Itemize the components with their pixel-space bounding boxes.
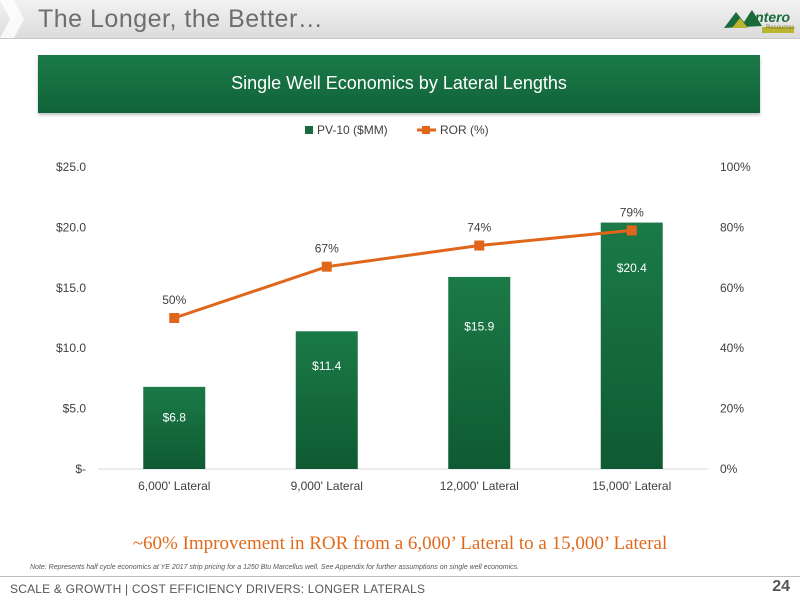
logo-subtext: Resources xyxy=(766,25,795,31)
category-label: 6,000' Lateral xyxy=(138,479,210,493)
ror-data-label: 74% xyxy=(467,221,491,235)
ror-marker xyxy=(321,261,332,272)
right-axis-tick-label: 60% xyxy=(720,281,744,295)
legend-label-ror: ROR (%) xyxy=(440,123,489,137)
right-axis-tick-label: 100% xyxy=(720,160,751,174)
bar-data-label: $11.4 xyxy=(312,359,341,373)
page-number: 24 xyxy=(772,578,790,595)
slide-header: The Longer, the Better… Antero Resources xyxy=(0,0,800,39)
bar-data-label: $20.4 xyxy=(617,261,647,275)
chart-legend: PV-10 ($MM) ROR (%) xyxy=(305,123,489,137)
bar-series xyxy=(143,222,663,469)
slide-title: The Longer, the Better… xyxy=(38,5,324,33)
right-axis-tick-label: 20% xyxy=(720,402,744,416)
bar xyxy=(143,386,206,469)
line-data-labels: 50% 67% 74% 79% xyxy=(162,205,644,307)
left-axis-tick-label: $20.0 xyxy=(56,220,86,234)
ror-marker xyxy=(626,225,637,236)
left-axis-ticks: $- $5.0 $10.0 $15.0 $20.0 $25.0 xyxy=(56,160,86,476)
category-label: 9,000' Lateral xyxy=(291,479,363,493)
ror-marker xyxy=(169,313,180,323)
logo-mountain-icon xyxy=(724,10,794,33)
right-axis-tick-label: 0% xyxy=(720,462,738,476)
left-axis-tick-label: $25.0 xyxy=(56,160,86,174)
ror-marker xyxy=(474,240,485,251)
bar-data-labels: $6.8 $11.4 $15.9 $20.4 xyxy=(163,261,648,425)
ror-data-label: 50% xyxy=(162,293,186,307)
footer-text: SCALE & GROWTH | COST EFFICIENCY DRIVERS… xyxy=(10,582,426,596)
category-label: 12,000' Lateral xyxy=(440,479,519,493)
bar xyxy=(448,276,511,469)
callout-text: ~60% Improvement in ROR from a 6,000’ La… xyxy=(132,533,668,554)
category-labels: 6,000' Lateral 9,000' Lateral 12,000' Late… xyxy=(138,479,671,493)
footnote: Note: Represents half cycle economics at… xyxy=(30,564,520,571)
chevron-icon xyxy=(0,0,24,38)
left-axis-tick-label: $15.0 xyxy=(56,281,86,295)
ror-line xyxy=(173,228,632,320)
footer-divider xyxy=(0,576,800,577)
bar-data-label: $15.9 xyxy=(464,320,494,334)
right-axis-tick-label: 80% xyxy=(720,220,744,234)
left-axis-tick-label: $- xyxy=(75,462,86,476)
logo-text: Antero xyxy=(745,9,791,25)
left-axis-tick-label: $5.0 xyxy=(63,402,87,416)
combo-chart: PV-10 ($MM) ROR (%) $- $5.0 $10.0 $15.0 $20.… xyxy=(56,123,751,493)
legend-label-pv10: PV-10 ($MM) xyxy=(317,123,388,137)
bar xyxy=(600,222,663,469)
chart-title-banner: Single Well Economics by Lateral Lengths xyxy=(38,55,760,113)
ror-data-label: 67% xyxy=(315,242,339,256)
line-series xyxy=(169,225,637,323)
legend-swatch-pv10 xyxy=(305,126,313,134)
left-axis-tick-label: $10.0 xyxy=(56,341,86,355)
right-axis-tick-label: 40% xyxy=(720,341,744,355)
category-label: 15,000' Lateral xyxy=(592,479,671,493)
ror-data-label: 79% xyxy=(620,205,644,219)
right-axis-ticks: 0% 20% 40% 60% 80% 100% xyxy=(720,160,751,476)
legend-marker-ror xyxy=(422,126,430,134)
bar xyxy=(295,331,358,469)
chart-title: Single Well Economics by Lateral Lengths xyxy=(231,73,567,93)
bar-data-label: $6.8 xyxy=(163,410,187,424)
